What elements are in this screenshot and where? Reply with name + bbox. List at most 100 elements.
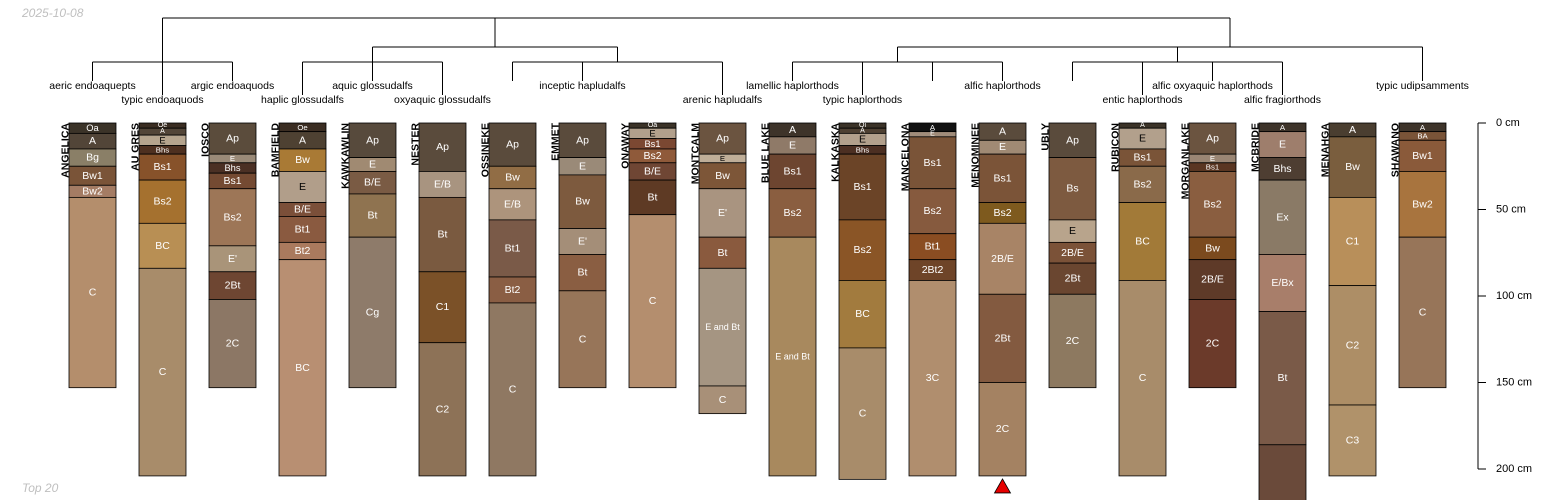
horizon-block [628, 179, 677, 216]
horizon-block [978, 382, 1027, 477]
horizon-label: E [1069, 225, 1076, 237]
depth-axis-tick-label: 50 cm [1496, 204, 1526, 216]
horizon-block [1328, 136, 1377, 198]
horizon-label: 2Bt [1065, 273, 1081, 285]
horizon-block [1328, 196, 1377, 287]
horizon-label: E [369, 159, 376, 171]
horizon-label: E and Bt [705, 322, 740, 332]
horizon-block [1118, 165, 1167, 203]
horizon-block [978, 293, 1027, 383]
taxonomy-label: alfic oxyaquic haplorthods [1152, 80, 1273, 92]
horizon-label: Bs1 [1206, 163, 1219, 172]
horizon-label: Bw2 [1412, 198, 1433, 210]
date-label: 2025-10-08 [22, 6, 84, 20]
horizon-label: Bw1 [82, 170, 103, 182]
profile-marker [993, 478, 1012, 494]
horizon-label: E' [228, 253, 237, 265]
horizon-label: Ap [366, 134, 379, 146]
horizon-block [1328, 285, 1377, 406]
horizon-label: Oe [158, 122, 167, 129]
horizon-block [278, 171, 327, 203]
horizon-label: Ap [716, 133, 729, 145]
horizon-label: A [89, 135, 96, 147]
horizon-label: C [509, 383, 517, 395]
horizon-label: BA [1417, 131, 1428, 140]
horizon-label: B/E [644, 165, 661, 177]
horizon-block [1188, 299, 1237, 389]
horizon-label: Bs1 [783, 165, 801, 177]
taxonomy-label: arenic hapludalfs [683, 94, 762, 106]
taxonomy-label: typic haplorthods [823, 94, 902, 106]
horizon-label: Bt [718, 247, 728, 259]
horizon-block [488, 122, 537, 167]
horizon-label: Oa [86, 123, 99, 133]
horizon-label: C [89, 287, 97, 299]
horizon-label: C1 [1346, 236, 1360, 248]
horizon-label: Bhs [224, 163, 240, 173]
horizon-label: BC [1135, 236, 1150, 248]
horizon-block [1048, 262, 1097, 295]
horizon-label: Bt1 [925, 241, 941, 253]
horizon-label: Bw [1345, 161, 1360, 173]
horizon-block [698, 385, 747, 415]
horizon-label: C3 [1346, 434, 1360, 446]
horizon-label: 2B/E [991, 253, 1014, 265]
horizon-label: Ap [1066, 134, 1079, 146]
horizon-label: A [1140, 122, 1145, 129]
horizon-block [418, 171, 467, 198]
horizon-label: E [789, 139, 796, 151]
horizon-label: Bhs [856, 145, 869, 154]
taxonomy-label: alfic haplorthods [964, 80, 1040, 92]
horizon-label: BC [295, 362, 310, 374]
horizon-label: Ap [576, 134, 589, 146]
horizon-label: Oe [297, 123, 307, 132]
horizon-label: Bs2 [993, 207, 1011, 219]
horizon-block [1258, 131, 1307, 158]
horizon-label: 2C [1066, 335, 1080, 347]
horizon-block [838, 347, 887, 480]
horizon-label: 2C [1206, 338, 1220, 350]
horizon-label: Bs2 [923, 205, 941, 217]
horizon-label: A [860, 127, 865, 134]
horizon-label: E [930, 131, 935, 138]
horizon-label: 2Bt2 [922, 264, 944, 276]
horizon-label: Bs1 [993, 172, 1011, 184]
horizon-block [838, 280, 887, 349]
horizon-block [908, 188, 957, 235]
horizon-label: Ap [226, 133, 239, 145]
horizon-label: Bw2 [82, 185, 103, 197]
horizon-label: C [1139, 372, 1147, 384]
horizon-label: C [159, 366, 167, 378]
horizon-block [838, 219, 887, 281]
horizon-block [348, 122, 397, 158]
horizon-block [908, 280, 957, 477]
horizon-label: C [649, 295, 657, 307]
horizon-label: A [160, 128, 165, 135]
horizon-block [278, 216, 327, 243]
depth-axis-tick-label: 0 cm [1496, 117, 1520, 129]
horizon-block [1258, 179, 1307, 255]
horizon-label: 2Bt [995, 332, 1011, 344]
horizon-label: BC [155, 240, 170, 252]
horizon-block [208, 271, 257, 300]
horizon-block [698, 162, 747, 190]
horizon-label: Bt [578, 267, 588, 279]
horizon-label: Bt [368, 210, 378, 222]
taxonomy-label: typic endoaquods [121, 94, 203, 106]
horizon-label: E [299, 181, 306, 193]
horizon-label: A [1420, 123, 1426, 132]
horizon-label: Bw [295, 154, 310, 166]
horizon-label: Ap [436, 141, 449, 153]
horizon-label: Bs2 [1133, 178, 1151, 190]
horizon-label: 2B/E [1061, 247, 1084, 259]
horizon-block [488, 219, 537, 278]
horizon-label: B/E [364, 177, 381, 189]
horizon-block [558, 228, 607, 255]
horizon-label: Bs1 [644, 139, 660, 149]
horizon-block [488, 302, 537, 477]
horizon-label: A [299, 134, 306, 146]
depth-axis-tick-label: 100 cm [1496, 290, 1532, 302]
horizon-label: Bt [438, 229, 448, 241]
horizon-label: C [579, 333, 587, 345]
horizon-label: Bs2 [643, 150, 661, 162]
